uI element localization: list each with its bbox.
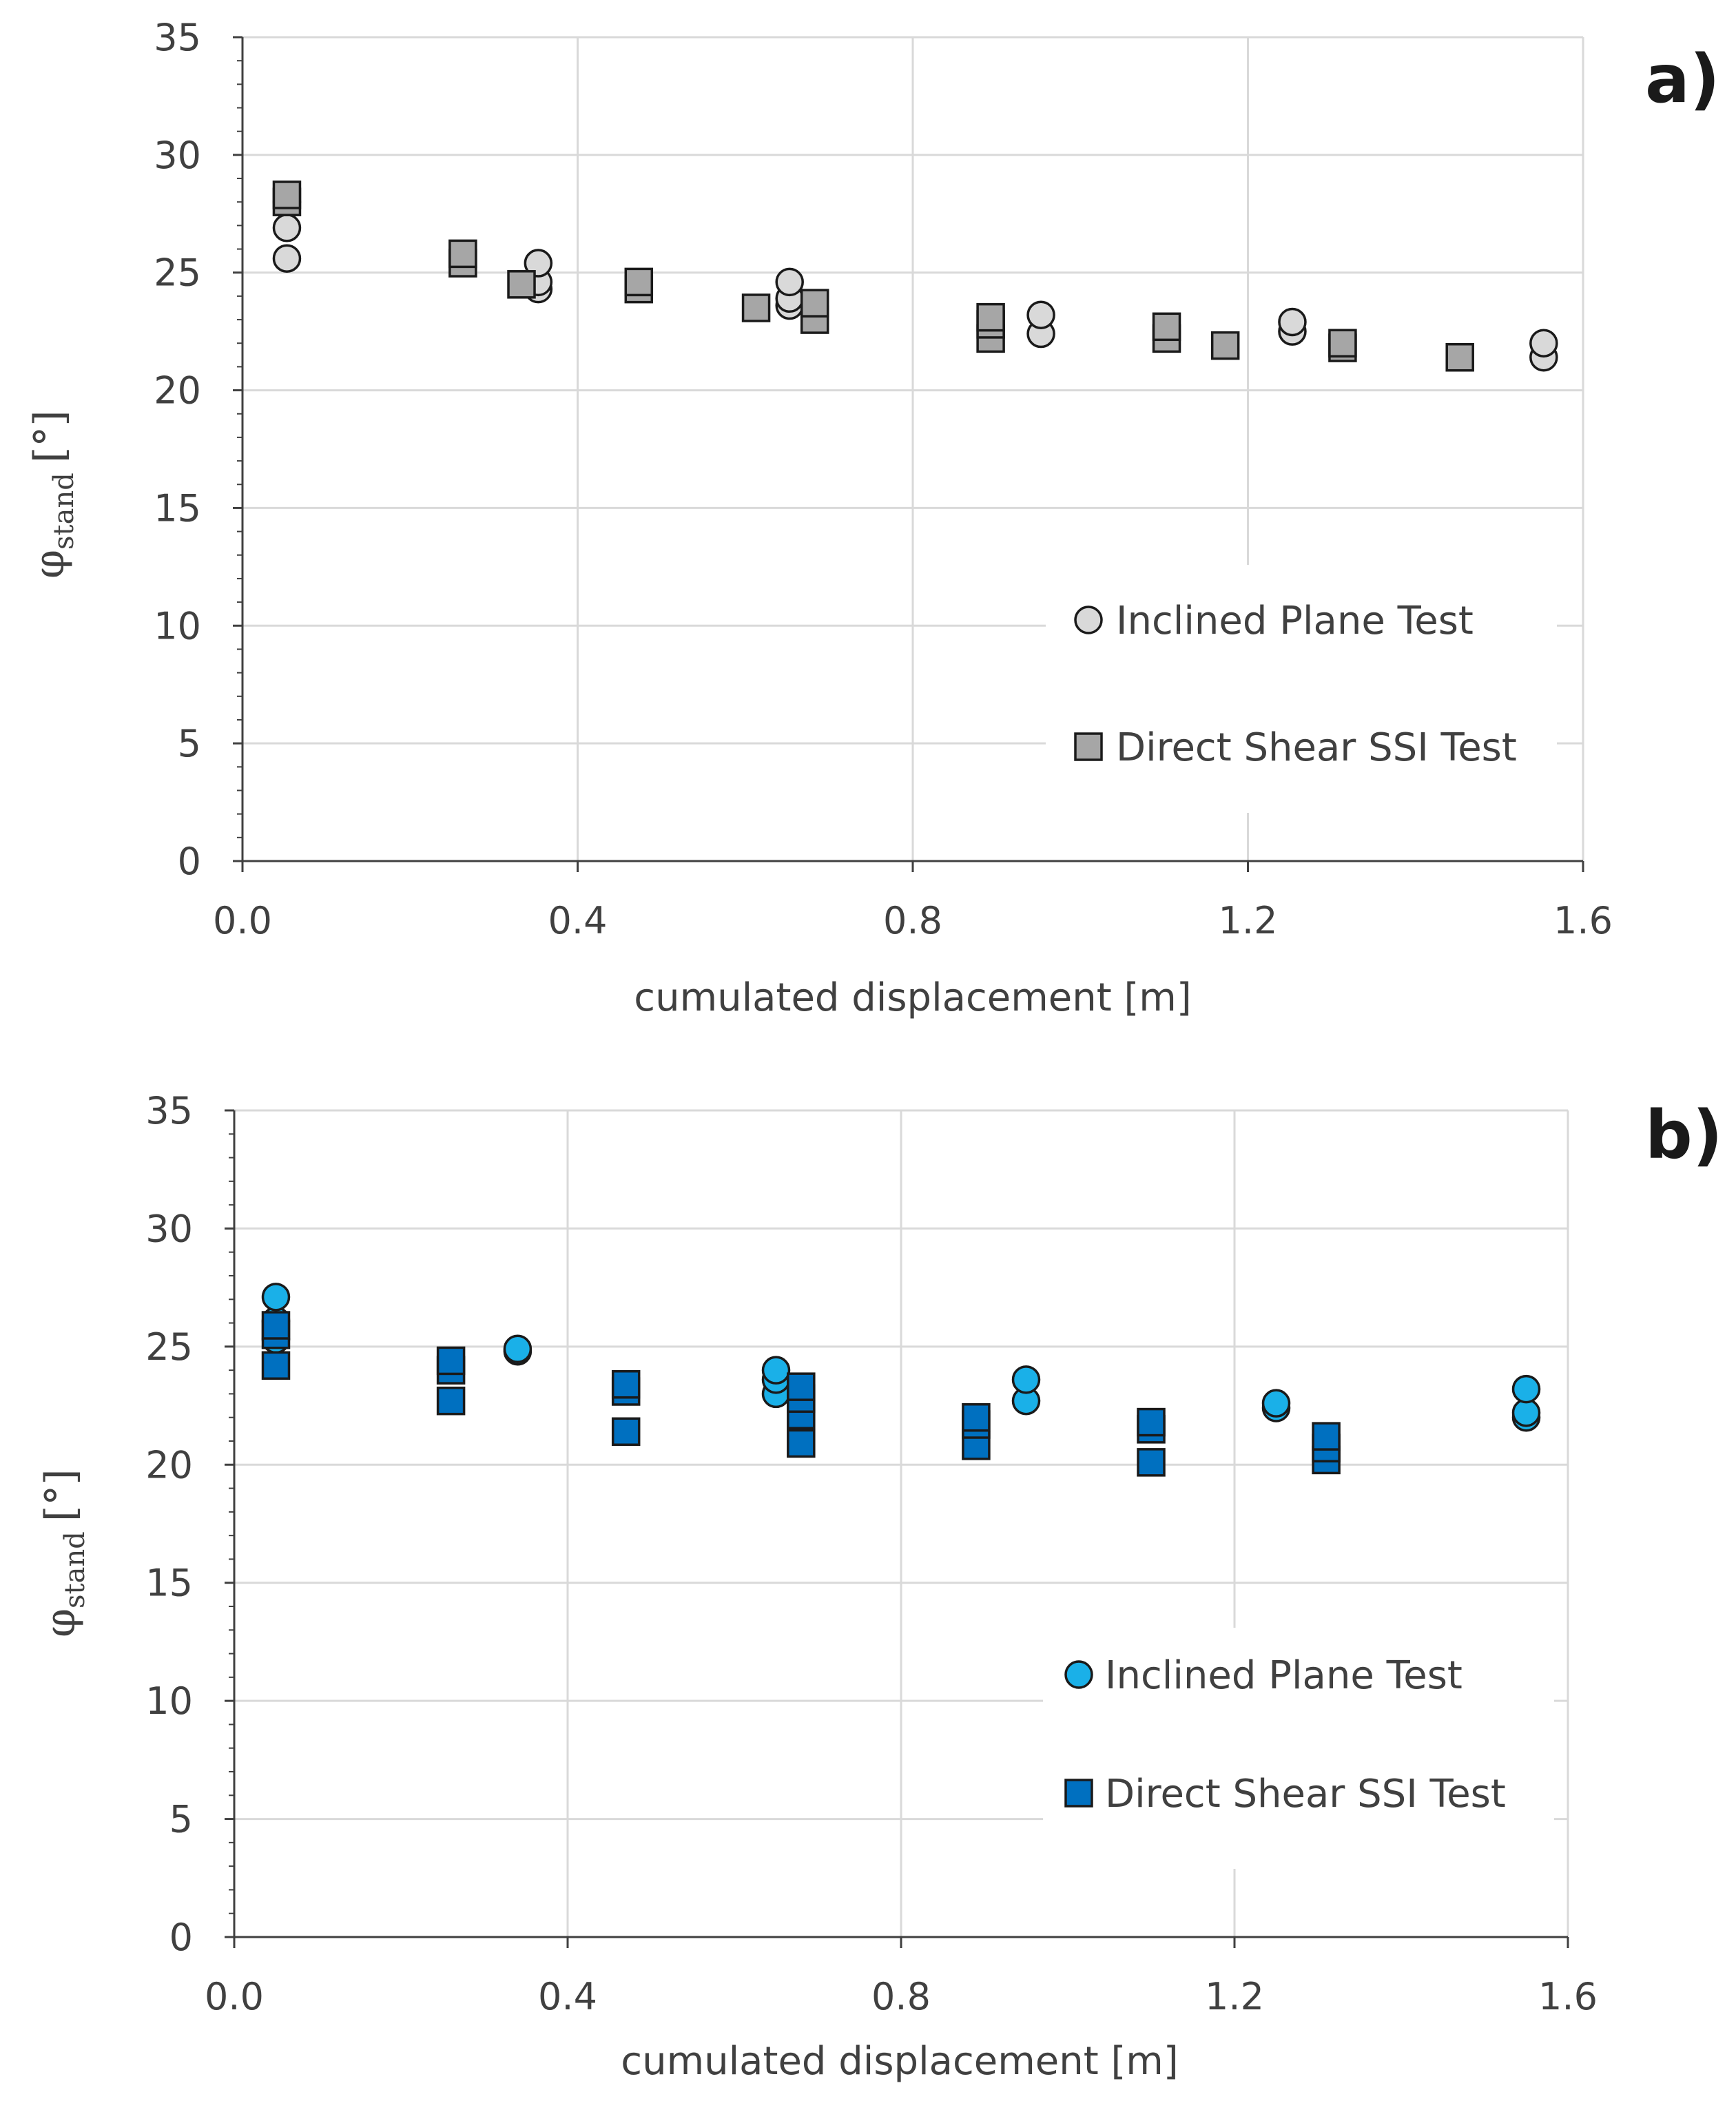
x-tick-label: 1.2 xyxy=(1219,899,1278,942)
legend-b: Inclined Plane Test Direct Shear SSI Test xyxy=(1043,1628,1554,1869)
direct-shear-point xyxy=(741,293,771,322)
y-axis-title-b: φstand [°] xyxy=(37,1469,91,1637)
direct-shear-point xyxy=(261,1351,291,1380)
direct-shear-point xyxy=(436,1386,466,1416)
direct-shear-point xyxy=(800,289,829,318)
direct-shear-point xyxy=(1137,1407,1166,1437)
direct-shear-point xyxy=(611,1369,641,1399)
chart-a-svg: 0 5 10 15 20 25 30 35 0.0 0.4 0.8 1.2 1.6 Inclined P… xyxy=(25,16,1720,1020)
inclined-plane-point xyxy=(261,1283,291,1312)
inclined-plane-point xyxy=(1261,1389,1291,1418)
direct-shear-point xyxy=(507,270,536,299)
x-tick-label: 0.0 xyxy=(205,1975,264,2018)
y-axis-subscript-a: stand xyxy=(48,473,80,550)
x-tick-label: 0.8 xyxy=(871,1975,931,2018)
direct-shear-point xyxy=(1152,312,1181,342)
direct-shear-point xyxy=(448,239,477,269)
points-b xyxy=(261,1283,1541,1477)
y-tick-label: 15 xyxy=(154,486,201,530)
y-axis-unit-b: [°] xyxy=(37,1469,85,1522)
y-tick-label: 5 xyxy=(169,1798,193,1841)
legend-square-marker xyxy=(1064,1779,1093,1808)
direct-shear-point xyxy=(611,1417,641,1447)
inclined-plane-point xyxy=(1529,329,1558,358)
direct-shear-point xyxy=(1445,342,1474,372)
y-tick-label: 30 xyxy=(154,134,201,177)
x-tick-label: 0.0 xyxy=(213,899,272,942)
legend-box xyxy=(1043,1628,1554,1869)
inclined-plane-point xyxy=(272,214,302,242)
y-tick-label: 25 xyxy=(154,251,201,295)
inclined-plane-point xyxy=(503,1334,533,1364)
y-tick-label: 10 xyxy=(145,1679,193,1723)
direct-shear-point xyxy=(261,1311,291,1340)
points-a xyxy=(272,180,1558,372)
direct-shear-point xyxy=(1137,1448,1166,1477)
legend-a: Inclined Plane Test Direct Shear SSI Test xyxy=(1046,565,1557,813)
direct-shear-point xyxy=(962,1402,991,1432)
direct-shear-point xyxy=(787,1429,816,1458)
x-tick-label: 0.4 xyxy=(548,899,608,942)
chart-panel-a: 0 5 10 15 20 25 30 35 0.0 0.4 0.8 1.2 1.6 Inclined P… xyxy=(25,16,1720,1020)
legend-circle-marker xyxy=(1074,605,1103,634)
legend-label: Direct Shear SSI Test xyxy=(1105,1772,1506,1816)
axes-b: 0 5 10 15 20 25 30 35 0.0 0.4 0.8 1.2 1.6 xyxy=(145,1089,1598,2018)
direct-shear-point xyxy=(787,1372,816,1401)
direct-shear-point xyxy=(624,267,654,297)
y-tick-label: 25 xyxy=(145,1325,193,1369)
inclined-plane-point xyxy=(1026,300,1055,329)
direct-shear-point xyxy=(436,1346,466,1376)
y-tick-label: 0 xyxy=(169,1916,193,1959)
y-tick-label: 0 xyxy=(178,840,201,883)
y-axis-title-a: φstand [°] xyxy=(25,410,80,579)
y-tick-label: 20 xyxy=(145,1443,193,1487)
y-axis-subscript-b: stand xyxy=(59,1531,91,1608)
legend-label: Direct Shear SSI Test xyxy=(1116,725,1517,770)
inclined-plane-point xyxy=(1511,1398,1541,1427)
inclined-plane-point xyxy=(524,249,553,278)
grid-a xyxy=(242,36,1584,861)
y-tick-label: 30 xyxy=(145,1207,193,1250)
y-axis-unit-a: [°] xyxy=(25,410,74,463)
y-axis-symbol-a: φ xyxy=(25,550,74,579)
inclined-plane-point xyxy=(775,267,804,297)
y-tick-label: 5 xyxy=(178,722,201,765)
direct-shear-point xyxy=(976,302,1005,332)
x-tick-label: 0.8 xyxy=(883,899,942,942)
inclined-plane-point xyxy=(761,1356,791,1385)
inclined-plane-point xyxy=(1278,307,1307,337)
direct-shear-point xyxy=(1210,331,1240,360)
x-axis-title-a: cumulated displacement [m] xyxy=(634,975,1191,1020)
inclined-plane-point xyxy=(1011,1365,1041,1394)
inclined-plane-point xyxy=(272,244,302,273)
y-tick-label: 35 xyxy=(154,16,201,59)
legend-label: Inclined Plane Test xyxy=(1105,1653,1463,1698)
x-tick-label: 1.6 xyxy=(1553,899,1613,942)
chart-b-svg: 0 5 10 15 20 25 30 35 0.0 0.4 0.8 1.2 1.6 Inclined P… xyxy=(37,1089,1723,2084)
x-tick-label: 1.6 xyxy=(1538,1975,1598,2018)
y-tick-label: 10 xyxy=(154,604,201,648)
x-tick-label: 0.4 xyxy=(538,1975,597,2018)
direct-shear-point xyxy=(272,180,302,209)
direct-shear-point xyxy=(1312,1422,1341,1451)
legend-square-marker xyxy=(1074,732,1103,761)
axes-a: 0 5 10 15 20 25 30 35 0.0 0.4 0.8 1.2 1.6 xyxy=(154,16,1613,942)
panel-label-a: a) xyxy=(1645,41,1720,118)
y-axis-symbol-b: φ xyxy=(37,1608,85,1637)
y-tick-label: 20 xyxy=(154,369,201,413)
y-tick-label: 35 xyxy=(145,1089,193,1132)
x-axis-title-b: cumulated displacement [m] xyxy=(621,2039,1178,2084)
panel-label-b: b) xyxy=(1645,1097,1723,1174)
direct-shear-point xyxy=(1328,329,1357,358)
y-tick-label: 15 xyxy=(145,1562,193,1605)
x-tick-label: 1.2 xyxy=(1205,1975,1264,2018)
chart-panel-b: 0 5 10 15 20 25 30 35 0.0 0.4 0.8 1.2 1.6 Inclined P… xyxy=(0,1056,1736,2112)
legend-circle-marker xyxy=(1064,1660,1093,1689)
legend-label: Inclined Plane Test xyxy=(1116,599,1474,643)
inclined-plane-point xyxy=(1511,1374,1541,1404)
legend-box xyxy=(1046,565,1557,813)
